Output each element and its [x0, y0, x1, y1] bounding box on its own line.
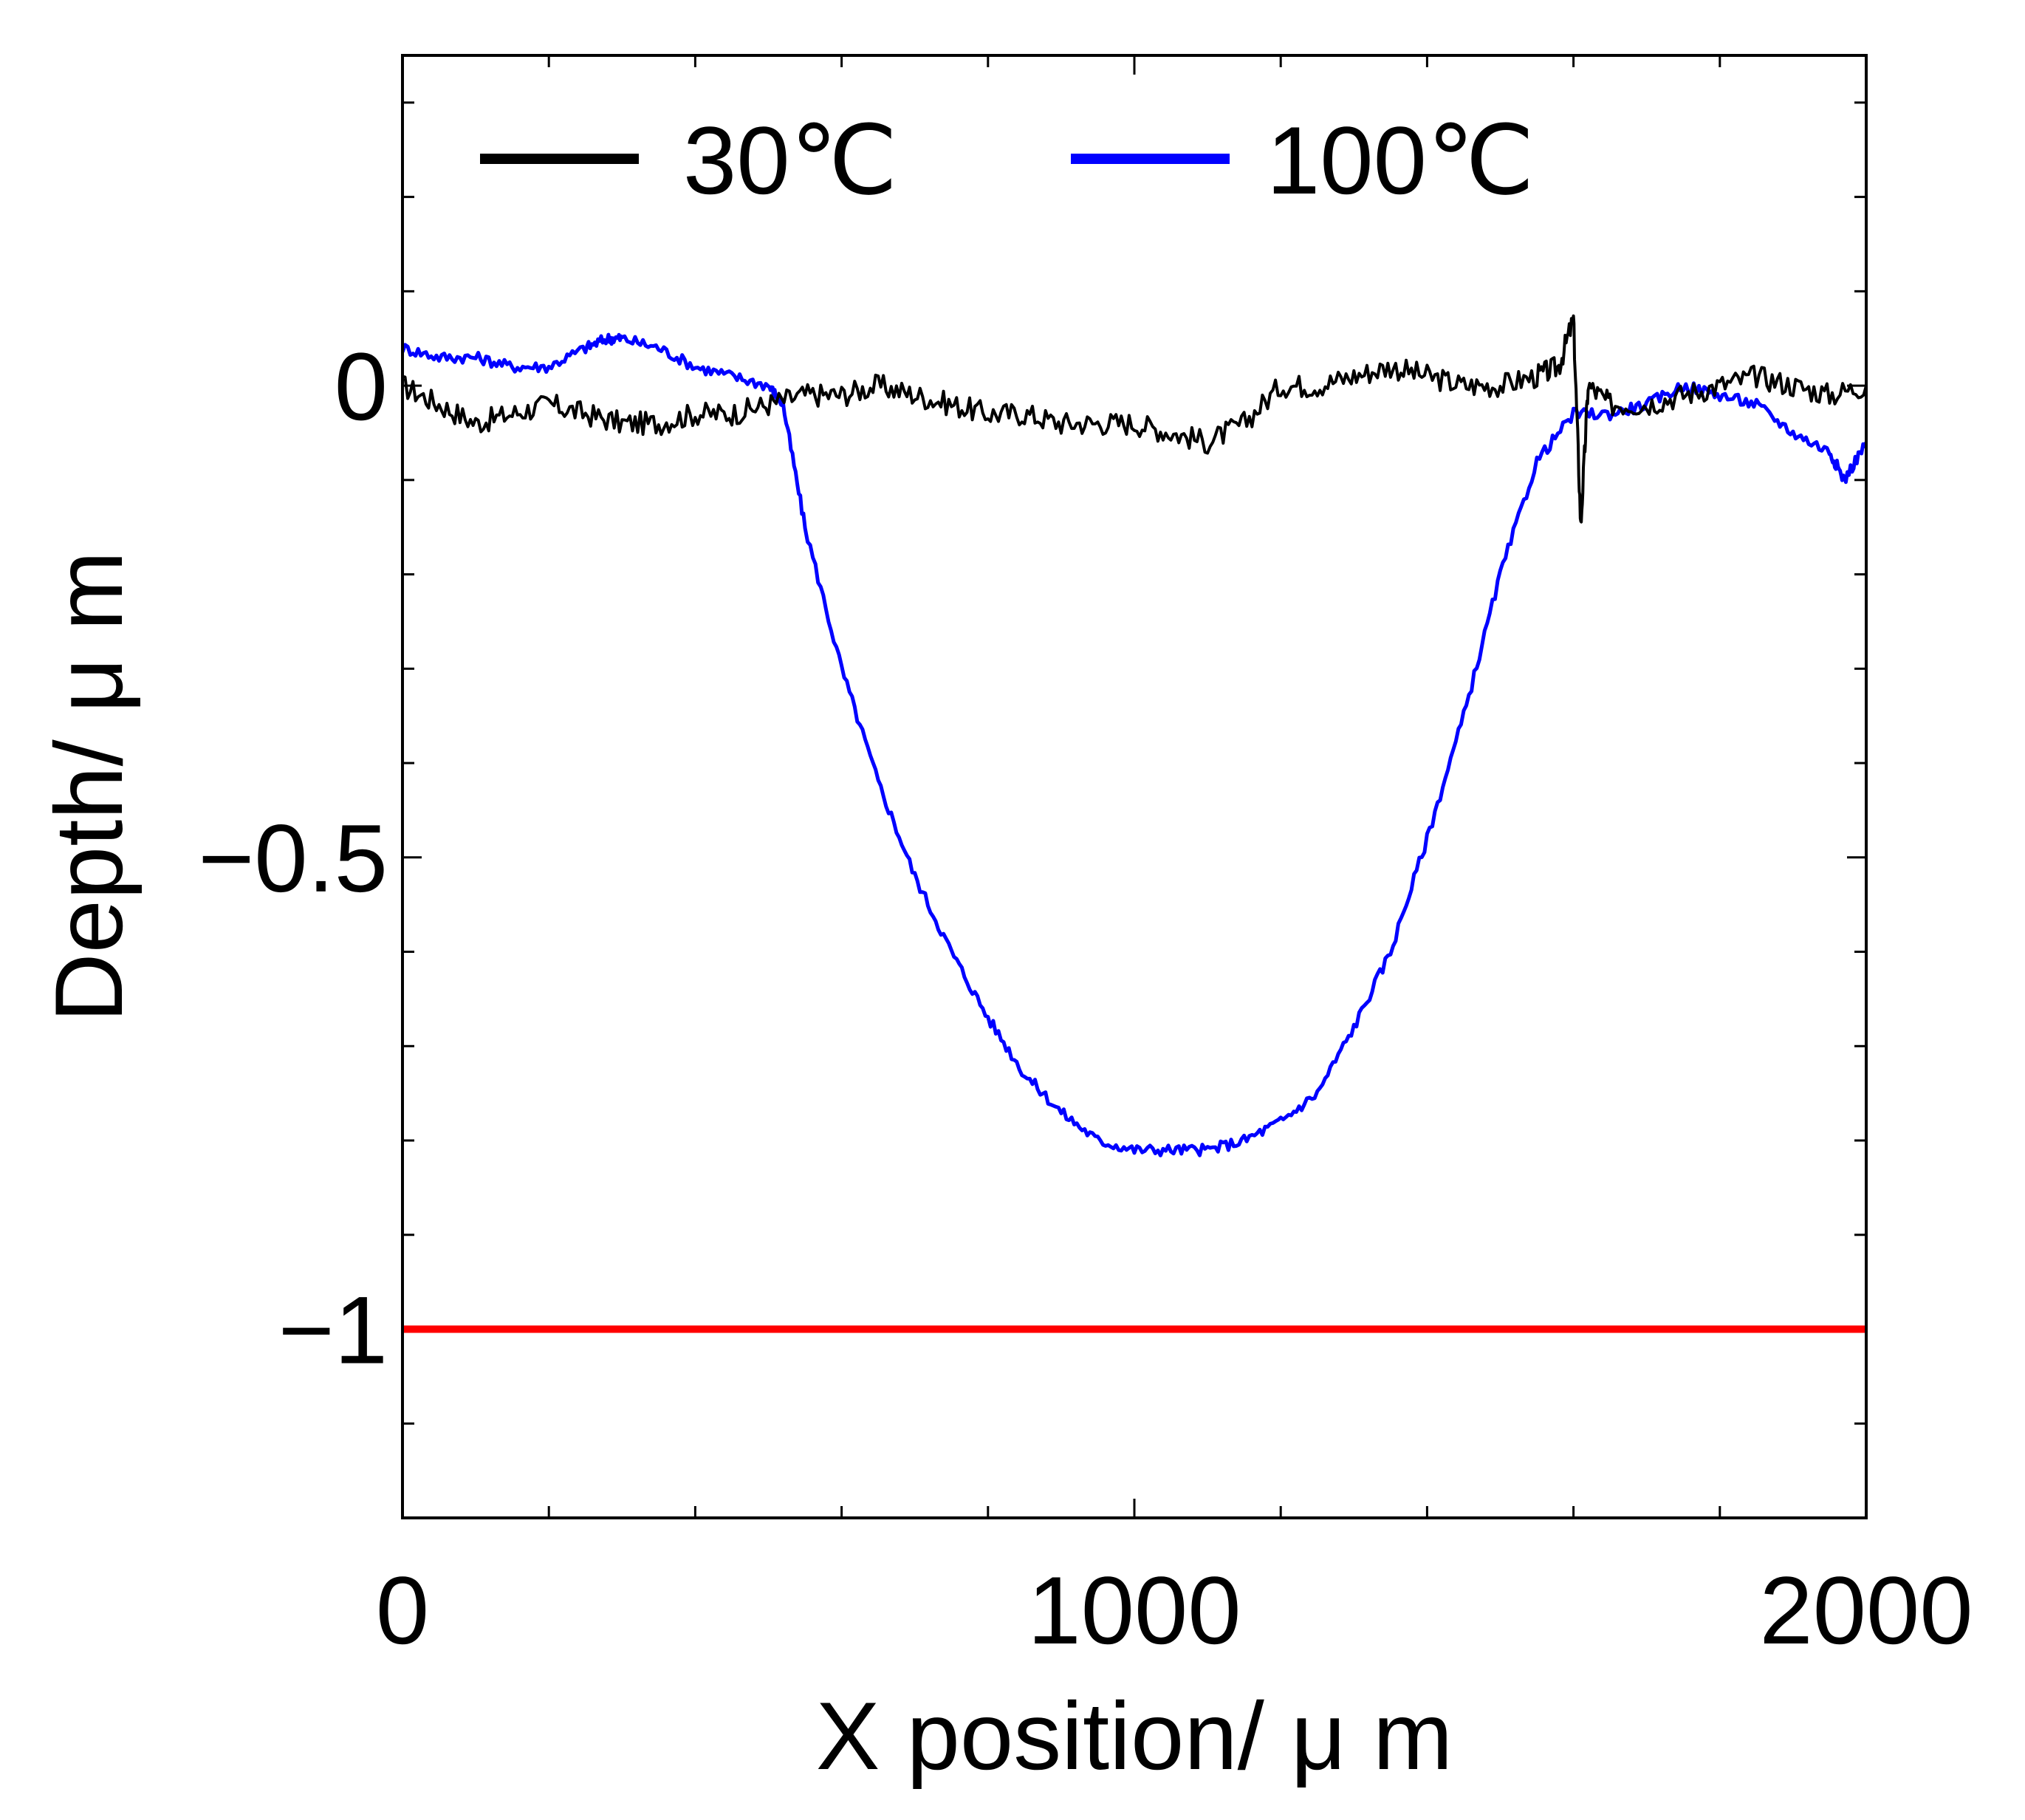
major-ticks: [401, 55, 1868, 1518]
y-tick-label: 0: [335, 332, 388, 440]
x-axis-title: X position/ μ m: [816, 1682, 1453, 1790]
x-tick-label: 2000: [1759, 1556, 1973, 1664]
x-tick-label: 0: [376, 1556, 429, 1664]
plot-series: [402, 314, 1866, 1333]
x-tick-labels: 0 1000 2000: [376, 1556, 1973, 1664]
legend-label-100c: 100℃: [1267, 106, 1535, 214]
minor-ticks: [402, 55, 1866, 1518]
y-axis-title: Depth/ μ m: [35, 551, 143, 1022]
plot-frame: [401, 54, 1868, 1519]
legend: 30℃ 100℃: [480, 106, 1535, 214]
legend-label-30c: 30℃: [683, 106, 898, 214]
series-line-100c: [402, 332, 1866, 1157]
series-line-30c: [402, 314, 1866, 524]
y-tick-labels: 0 −0.5 −1: [198, 332, 388, 1383]
y-tick-label: −1: [278, 1276, 388, 1384]
x-tick-label: 1000: [1027, 1556, 1241, 1664]
y-tick-label: −0.5: [198, 804, 388, 912]
